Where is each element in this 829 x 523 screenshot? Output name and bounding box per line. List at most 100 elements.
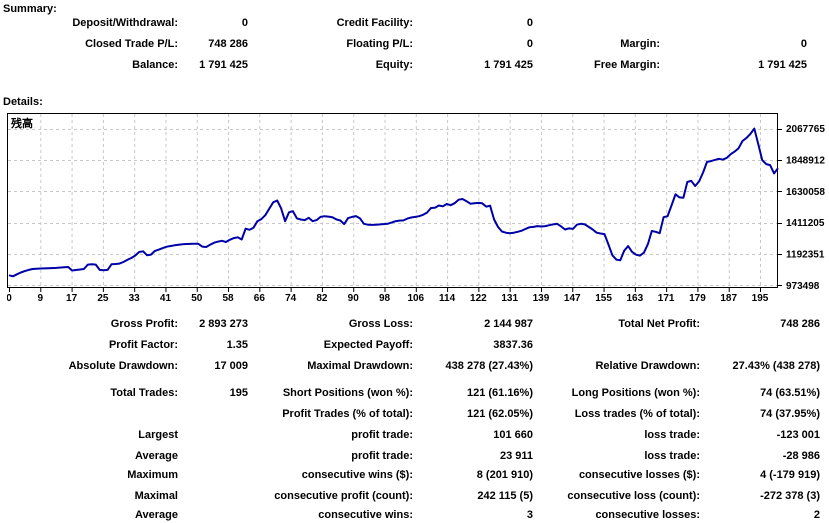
details-value: 3837.36 — [493, 339, 533, 351]
details-label: consecutive wins: — [318, 509, 413, 521]
x-tick-label: 58 — [222, 293, 234, 304]
summary-value: 748 286 — [208, 38, 248, 50]
summary-value: 0 — [800, 38, 807, 50]
balance-chart: 0 9 17 25 33 41 50 58 66 74 82 90 98 106 114 122 131 139 1… — [6, 113, 829, 309]
details-value: 748 286 — [780, 318, 820, 330]
details-value: -28 986 — [782, 450, 820, 462]
details-value: 242 115 (5) — [477, 490, 533, 502]
x-tick-label: 82 — [316, 293, 328, 304]
details-label: loss trade: — [644, 429, 700, 441]
summary-label: Floating P/L: — [346, 38, 413, 50]
details-value: 2 144 987 — [484, 318, 533, 330]
details-label: Maximum — [127, 469, 178, 481]
x-tick-label: 106 — [407, 293, 424, 304]
details-label: profit trade: — [351, 429, 413, 441]
x-tick-label: 0 — [7, 293, 12, 304]
details-label: consecutive loss (count): — [567, 490, 700, 502]
x-tick-label: 163 — [626, 293, 643, 304]
x-tick-label: 17 — [66, 293, 78, 304]
x-tick-label: 41 — [160, 293, 172, 304]
x-tick-label: 98 — [379, 293, 391, 304]
details-value: 4 (-179 919) — [760, 469, 820, 481]
summary-row: Balance: 1 791 425 Equity: 1 791 425 Free Ma… — [0, 59, 829, 73]
details-label: Expected Payoff: — [323, 339, 413, 351]
summary-value: 0 — [241, 17, 248, 29]
details-label: consecutive losses: — [595, 509, 700, 521]
summary-label: Equity: — [375, 59, 413, 71]
details-value: 74 (63.51%) — [760, 387, 820, 399]
x-tick-label: 195 — [752, 293, 769, 304]
x-tick-label: 50 — [191, 293, 203, 304]
details-value: 23 911 — [499, 450, 533, 462]
details-row: Gross Profit: 2 893 273 Gross Loss: 2 144 9… — [0, 318, 829, 332]
details-label: Short Positions (won %): — [282, 387, 413, 399]
details-label: Long Positions (won %): — [571, 387, 700, 399]
plot-border — [7, 113, 778, 288]
balance-line — [8, 127, 779, 278]
x-tick-label: 114 — [439, 293, 456, 304]
details-label: Average — [134, 509, 178, 521]
x-tick-label: 155 — [595, 293, 612, 304]
summary-value: 0 — [526, 17, 533, 29]
summary-value: 0 — [526, 38, 533, 50]
y-tick-label: 973498 — [786, 281, 820, 292]
details-row: Largest profit trade: 101 660 loss trade: -1… — [0, 429, 829, 443]
details-value: 1.35 — [226, 339, 248, 351]
x-tick-label: 171 — [658, 293, 675, 304]
details-value: 74 (37.95%) — [760, 408, 820, 420]
x-tick-label: 90 — [348, 293, 360, 304]
details-value: 121 (62.05%) — [466, 408, 533, 420]
x-tick-label: 66 — [254, 293, 266, 304]
details-label: Maximal Drawdown: — [307, 360, 413, 372]
summary-label: Free Margin: — [593, 59, 660, 71]
balance-chart-svg: 0 9 17 25 33 41 50 58 66 74 82 90 98 106 114 122 131 139 1… — [6, 113, 825, 304]
details-row: Absolute Drawdown: 17 009 Maximal Drawdown… — [0, 360, 829, 374]
details-label: Maximal — [134, 490, 178, 502]
details-row: Maximal consecutive profit (count): 242 11… — [0, 490, 829, 504]
details-label: consecutive losses ($): — [578, 469, 700, 481]
x-tick-label: 25 — [97, 293, 109, 304]
details-value: 8 (201 910) — [476, 469, 533, 481]
details-row: Total Trades: 195 Short Positions (won %):… — [0, 387, 829, 401]
details-label: consecutive wins ($): — [301, 469, 413, 481]
x-tick-label: 33 — [129, 293, 141, 304]
details-row: Average profit trade: 23 911 loss trade: -28… — [0, 450, 829, 464]
y-tick-label: 1630058 — [786, 187, 825, 198]
details-label: Absolute Drawdown: — [68, 360, 178, 372]
summary-row: Deposit/Withdrawal: 0 Credit Facility: 0 — [0, 17, 829, 31]
summary-label: Margin: — [620, 38, 660, 50]
summary-label: Balance: — [132, 59, 178, 71]
details-value: 121 (61.16%) — [466, 387, 533, 399]
details-label: Loss trades (% of total): — [574, 408, 700, 420]
details-row: Average consecutive wins: 3 consecutive los… — [0, 509, 829, 523]
x-tick-label: 187 — [720, 293, 737, 304]
x-tick-label: 147 — [564, 293, 581, 304]
details-value: 3 — [526, 509, 533, 521]
details-heading: Details: — [3, 96, 43, 108]
summary-row: Closed Trade P/L: 748 286 Floating P/L: 0 Ma… — [0, 38, 829, 52]
details-label: Profit Trades (% of total): — [282, 408, 413, 420]
details-value: -272 378 (3) — [760, 490, 820, 502]
details-label: Relative Drawdown: — [595, 360, 700, 372]
details-label: Gross Profit: — [110, 318, 178, 330]
details-label: profit trade: — [351, 450, 413, 462]
details-value: 195 — [229, 387, 248, 399]
details-label: Profit Factor: — [108, 339, 178, 351]
details-value: 101 660 — [493, 429, 533, 441]
x-tick-label: 179 — [689, 293, 706, 304]
chart-title: 残高 — [11, 118, 33, 130]
details-label: Total Net Profit: — [618, 318, 700, 330]
summary-label: Deposit/Withdrawal: — [72, 17, 178, 29]
summary-value: 1 791 425 — [484, 59, 533, 71]
y-tick-label: 1848912 — [786, 155, 825, 166]
x-tick-label: 9 — [38, 293, 44, 304]
x-tick-label: 139 — [533, 293, 550, 304]
summary-label: Credit Facility: — [336, 17, 413, 29]
summary-label: Closed Trade P/L: — [85, 38, 178, 50]
details-label: consecutive profit (count): — [274, 490, 413, 502]
summary-heading: Summary: — [3, 3, 57, 15]
x-tick-label: 122 — [470, 293, 487, 304]
x-tick-label: 131 — [501, 293, 518, 304]
details-value: 438 278 (27.43%) — [445, 360, 533, 372]
details-label: Largest — [138, 429, 178, 441]
